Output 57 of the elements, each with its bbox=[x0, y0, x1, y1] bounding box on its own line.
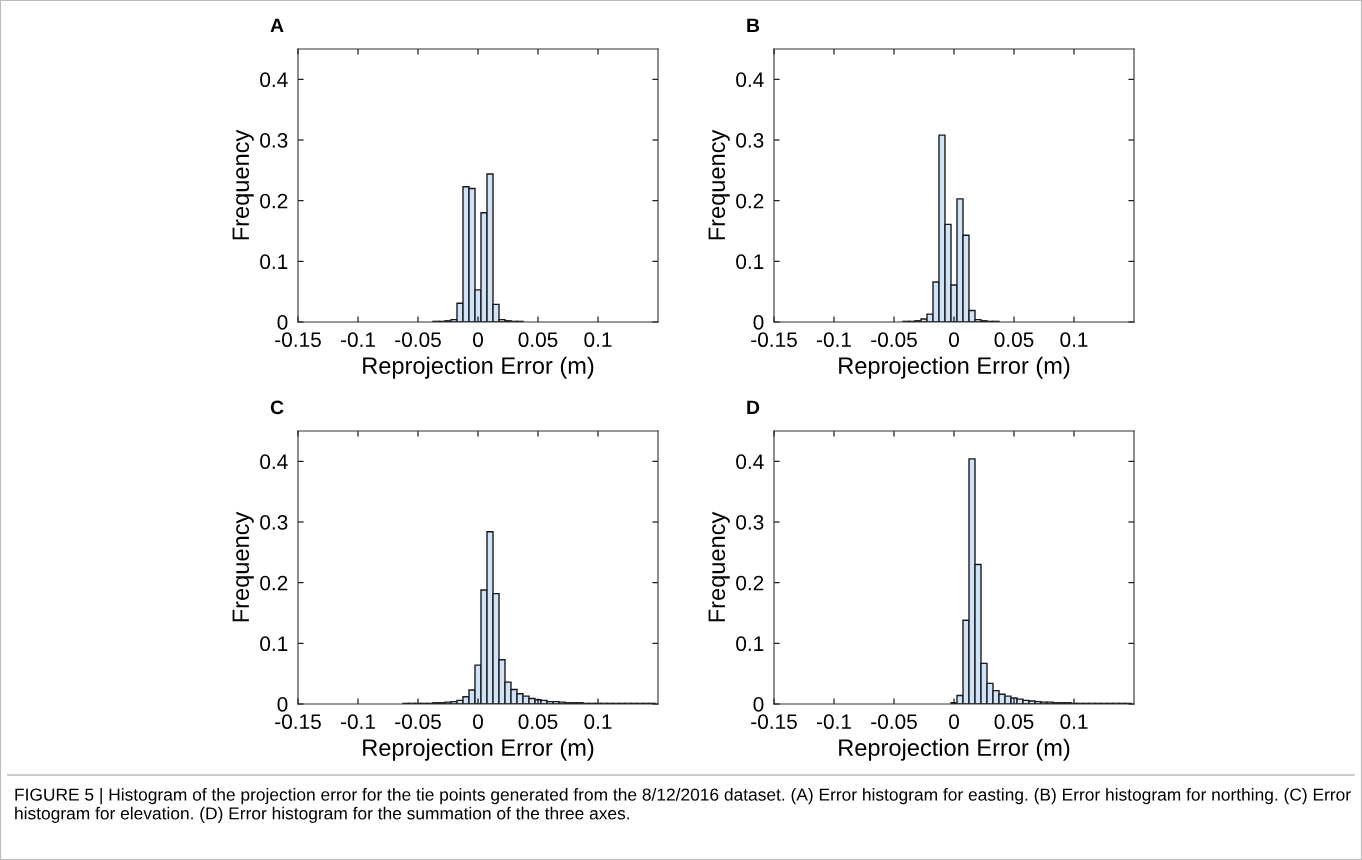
chart-title: B bbox=[747, 18, 760, 33]
x-tick-label: 0.05 bbox=[994, 332, 1034, 348]
y-axis-title: Frequency bbox=[232, 511, 254, 622]
y-tick-label: 0.1 bbox=[736, 254, 764, 270]
y-tick-label: 0.1 bbox=[260, 254, 288, 270]
x-tick-label: -0.15 bbox=[751, 332, 797, 348]
x-tick-label: 0 bbox=[949, 714, 959, 730]
x-tick-label: 0.05 bbox=[518, 714, 558, 730]
y-tick-label: 0.4 bbox=[260, 72, 288, 88]
x-tick-label: -0.15 bbox=[275, 714, 321, 730]
x-tick-label: 0.1 bbox=[1060, 332, 1088, 348]
caption: FIGURE 5 | Histogram of the projection error for the tie points generated from the 8/12/2016 dataset. (A) Error histogram for easting. (B) Error histogram for northing. (C) Error histogram for elevation. (D) Error histogram for the summation of the three axes. bbox=[15, 788, 1351, 823]
y-axis-title: Frequency bbox=[708, 129, 730, 240]
x-axis-title: Reprojection Error (m) bbox=[839, 356, 1070, 379]
y-tick-label: 0.1 bbox=[736, 636, 764, 652]
y-tick-label: 0 bbox=[753, 697, 764, 712]
x-tick-label: 0.1 bbox=[584, 714, 612, 730]
chart-title: A bbox=[270, 18, 284, 33]
x-tick-label: 0 bbox=[949, 332, 959, 348]
y-tick-label: 0.1 bbox=[260, 636, 288, 652]
y-tick-label: 0 bbox=[277, 315, 288, 330]
x-tick-label: -0.05 bbox=[395, 332, 441, 348]
chart-title: C bbox=[270, 400, 284, 415]
y-tick-label: 0.3 bbox=[260, 515, 288, 530]
y-tick-label: 0.2 bbox=[260, 193, 288, 209]
x-tick-label: -0.05 bbox=[395, 714, 441, 730]
y-tick-label: 0.2 bbox=[260, 575, 288, 591]
y-tick-label: 0 bbox=[277, 697, 288, 712]
y-tick-label: 0.2 bbox=[736, 193, 764, 209]
y-tick-label: 0.3 bbox=[260, 133, 288, 148]
x-tick-label: 0 bbox=[473, 714, 483, 730]
x-tick-label: -0.15 bbox=[751, 714, 797, 730]
x-tick-label: 0.05 bbox=[994, 714, 1034, 730]
x-tick-label: -0.15 bbox=[275, 332, 321, 348]
x-tick-label: 0.05 bbox=[518, 332, 558, 348]
x-axis-title: Reprojection Error (m) bbox=[839, 738, 1070, 761]
x-tick-label: -0.1 bbox=[816, 332, 851, 348]
x-tick-label: 0 bbox=[473, 332, 483, 348]
y-tick-label: 0.4 bbox=[736, 454, 764, 470]
chart-title: D bbox=[747, 400, 760, 415]
x-tick-label: 0.1 bbox=[1060, 714, 1088, 730]
y-tick-label: 0.4 bbox=[260, 454, 288, 470]
y-tick-label: 0.3 bbox=[736, 515, 764, 530]
y-tick-label: 0.3 bbox=[736, 133, 764, 148]
y-tick-label: 0.2 bbox=[736, 575, 764, 591]
x-tick-label: -0.1 bbox=[816, 714, 851, 730]
y-axis-title: Frequency bbox=[708, 511, 730, 622]
x-tick-label: -0.1 bbox=[340, 332, 375, 348]
x-tick-label: 0.1 bbox=[584, 332, 612, 348]
x-tick-label: -0.05 bbox=[871, 714, 917, 730]
x-tick-label: -0.1 bbox=[340, 714, 375, 730]
y-tick-label: 0.4 bbox=[736, 72, 764, 88]
x-axis-title: Reprojection Error (m) bbox=[363, 738, 594, 761]
y-axis-title: Frequency bbox=[232, 129, 254, 240]
x-tick-label: -0.05 bbox=[871, 332, 917, 348]
y-tick-label: 0 bbox=[753, 315, 764, 330]
x-axis-title: Reprojection Error (m) bbox=[363, 356, 594, 379]
